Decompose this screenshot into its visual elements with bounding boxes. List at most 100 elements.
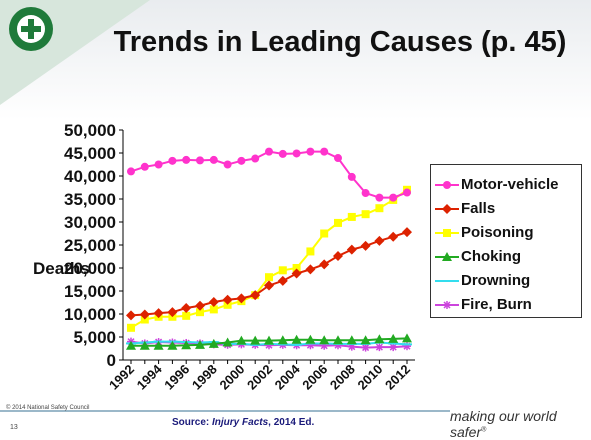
- data-point: [196, 308, 204, 317]
- data-point: [236, 335, 247, 345]
- data-point: [320, 147, 329, 156]
- x-tick-label: 2008: [327, 362, 358, 393]
- data-point: [346, 335, 357, 345]
- data-point: [361, 210, 370, 219]
- data-point: [333, 335, 343, 345]
- data-point: [388, 231, 399, 242]
- data-point: [292, 264, 301, 272]
- data-point: [374, 334, 385, 344]
- data-point: [402, 227, 412, 238]
- data-point: [388, 333, 399, 343]
- data-point: [250, 335, 261, 345]
- legend-swatch: [435, 280, 459, 282]
- data-point: [292, 149, 301, 158]
- data-point: [375, 343, 384, 352]
- data-point: [319, 259, 330, 270]
- y-tick-label: 0: [107, 351, 116, 370]
- data-point: [237, 156, 246, 165]
- legend-item: Drowning: [431, 271, 581, 293]
- data-point: [278, 149, 287, 158]
- y-tick-label: 45,000: [64, 144, 116, 163]
- y-tick-label: 10,000: [64, 305, 116, 324]
- data-point: [319, 335, 330, 345]
- x-tick-label: 2000: [216, 362, 247, 393]
- data-point: [305, 334, 316, 344]
- y-tick-label: 25,000: [64, 236, 116, 255]
- x-tick-label: 1998: [189, 362, 220, 393]
- legend-item: Choking: [431, 247, 581, 269]
- data-point: [277, 335, 288, 345]
- data-point: [182, 155, 191, 164]
- data-point: [251, 154, 260, 163]
- data-point: [223, 300, 232, 309]
- y-tick-label: 50,000: [64, 121, 116, 140]
- x-tick-label: 2006: [299, 362, 330, 393]
- data-point: [291, 343, 302, 346]
- data-point: [195, 300, 205, 311]
- legend-label: Poisoning: [461, 224, 534, 241]
- x-tick-label: 1996: [161, 362, 192, 393]
- y-tick-label: 20,000: [64, 259, 116, 278]
- tagline-registered-mark: ®: [481, 426, 487, 434]
- data-point: [126, 310, 136, 321]
- data-point: [222, 294, 233, 305]
- data-point: [208, 297, 219, 308]
- chart-legend: Motor-vehicle Falls Poisoning Choking Drowni…: [430, 164, 582, 318]
- tagline-text: making our world safer: [450, 408, 557, 440]
- data-point: [361, 189, 370, 198]
- data-point: [347, 172, 356, 181]
- data-point: [154, 160, 163, 169]
- legend-swatch: [435, 252, 459, 261]
- legend-item: Falls: [431, 199, 581, 221]
- source-title: Injury Facts: [212, 417, 269, 428]
- x-tick-label: 2012: [382, 362, 413, 393]
- data-point: [153, 308, 164, 319]
- data-point: [291, 334, 302, 344]
- data-point: [181, 340, 192, 350]
- data-point: [167, 307, 178, 318]
- data-point: [278, 266, 287, 275]
- data-point: [403, 188, 411, 197]
- y-tick-label: 40,000: [64, 167, 116, 186]
- data-point: [265, 147, 273, 156]
- y-tick-label: 15,000: [64, 282, 116, 301]
- x-tick-label: 2002: [244, 362, 275, 393]
- data-point: [360, 240, 371, 251]
- data-point: [182, 311, 191, 320]
- y-tick-label: 30,000: [64, 213, 116, 232]
- data-point: [277, 343, 288, 346]
- data-point: [291, 268, 302, 279]
- legend-item: Poisoning: [431, 223, 581, 245]
- data-point: [222, 337, 233, 347]
- data-point: [195, 339, 205, 349]
- x-tick-label: 2010: [354, 362, 385, 393]
- data-point: [153, 340, 164, 350]
- data-point: [126, 340, 136, 350]
- data-point: [334, 218, 342, 227]
- data-point: [388, 342, 399, 345]
- data-point: [402, 343, 412, 346]
- legend-swatch: [435, 181, 459, 189]
- data-point: [389, 193, 398, 202]
- x-tick-label: 1994: [134, 361, 166, 393]
- data-point: [306, 147, 315, 156]
- data-point: [127, 323, 135, 332]
- data-point: [320, 229, 329, 238]
- data-point: [140, 315, 149, 324]
- data-point: [347, 212, 356, 221]
- footer-divider: [0, 410, 450, 412]
- slide-title: Trends in Leading Causes (p. 45): [113, 26, 567, 58]
- copyright-text: © 2014 National Safety Council: [6, 405, 90, 411]
- data-point: [196, 156, 204, 165]
- legend-label: Drowning: [461, 272, 531, 289]
- data-point: [402, 333, 412, 343]
- data-point: [168, 156, 177, 165]
- data-point: [167, 340, 178, 350]
- data-point: [181, 303, 192, 314]
- data-point: [360, 335, 371, 345]
- legend-item: Fire, Burn: [431, 295, 581, 317]
- data-point: [250, 343, 261, 346]
- data-point: [250, 290, 261, 301]
- data-point: [236, 293, 247, 304]
